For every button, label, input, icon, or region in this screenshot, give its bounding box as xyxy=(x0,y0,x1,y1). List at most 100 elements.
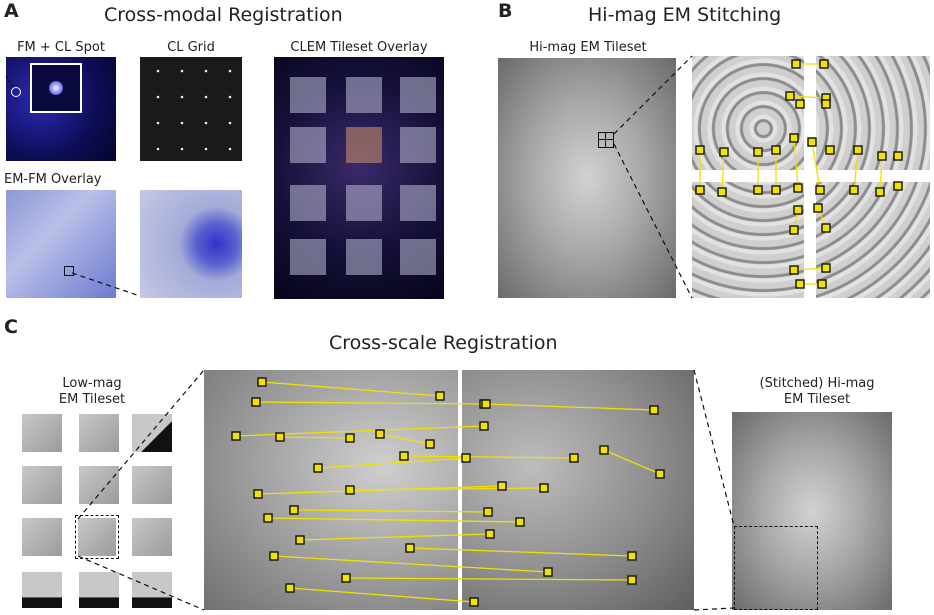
keypoint-marker xyxy=(719,147,729,157)
low-mag-tile xyxy=(132,414,172,452)
keypoint-marker xyxy=(825,145,835,155)
clem-tile xyxy=(346,239,382,275)
cl-grid-label: CL Grid xyxy=(167,40,215,55)
em-fm-overlay-label: EM-FM Overlay xyxy=(4,172,102,187)
low-mag-tile xyxy=(132,466,172,504)
panel-a-title: Cross-modal Registration xyxy=(104,4,343,26)
clem-tile xyxy=(346,185,382,221)
keypoint-marker xyxy=(345,485,355,495)
keypoint-marker xyxy=(485,529,495,539)
clem-tile xyxy=(346,77,382,113)
match-line xyxy=(267,517,521,523)
keypoint-marker xyxy=(813,203,823,213)
keypoint-marker xyxy=(821,263,831,273)
match-lines xyxy=(235,63,883,603)
clem-tile xyxy=(346,127,382,163)
low-mag-label-1: Low-mag xyxy=(62,376,122,391)
low-mag-tile-selected xyxy=(75,515,119,559)
keypoint-marker xyxy=(877,151,887,161)
keypoint-marker xyxy=(655,469,665,479)
keypoint-marker xyxy=(285,583,295,593)
match-line xyxy=(293,509,489,513)
keypoint-marker xyxy=(405,543,415,553)
panel-b-letter: B xyxy=(498,0,513,22)
keypoint-marker xyxy=(793,205,803,215)
keypoint-marker xyxy=(785,91,795,101)
keypoint-marker xyxy=(435,391,445,401)
hi-mag-detail-image xyxy=(692,56,930,298)
fm-cl-spot-label: FM + CL Spot xyxy=(17,40,105,55)
low-mag-label-2: EM Tileset xyxy=(58,392,126,407)
low-mag-tileset xyxy=(22,414,172,610)
panel-c-letter: C xyxy=(4,316,18,338)
keypoint-marker xyxy=(569,453,579,463)
low-mag-tile xyxy=(79,572,119,608)
keypoint-marker xyxy=(289,505,299,515)
stitched-label-1: (Stitched) Hi-mag xyxy=(759,376,875,391)
match-line xyxy=(811,141,821,191)
clem-tile xyxy=(400,77,436,113)
stitched-hi-mag-image xyxy=(732,412,892,610)
keypoint-marker xyxy=(461,453,471,463)
zoom-inset xyxy=(30,63,82,113)
match-line xyxy=(879,155,883,193)
keypoint-marker xyxy=(481,399,491,409)
keypoint-marker xyxy=(695,145,705,155)
keypoint-marker xyxy=(649,405,659,415)
keypoint-marker xyxy=(497,481,507,491)
keypoint-marker xyxy=(695,185,705,195)
match-line xyxy=(345,577,633,581)
panel-c-title: Cross-scale Registration xyxy=(329,332,558,354)
match-line xyxy=(273,555,549,573)
match-line xyxy=(255,401,485,405)
clem-tile xyxy=(400,239,436,275)
tile-grid-marker xyxy=(598,132,614,148)
keypoint-marker xyxy=(599,445,609,455)
keypoint-marker xyxy=(793,183,803,193)
keypoint-marker xyxy=(789,225,799,235)
match-line xyxy=(485,403,655,411)
em-fm-zoom-image xyxy=(140,190,242,298)
keypoint-marker xyxy=(753,147,763,157)
match-line xyxy=(789,95,827,99)
em-fm-overlay-image xyxy=(6,190,116,298)
keypoint-marker xyxy=(853,145,863,155)
keypoint-markers xyxy=(231,59,903,607)
low-mag-tile xyxy=(132,518,172,556)
keypoint-marker xyxy=(295,535,305,545)
keypoint-marker xyxy=(231,431,241,441)
keypoint-marker xyxy=(795,99,805,109)
keypoint-marker xyxy=(345,433,355,443)
keypoint-marker xyxy=(251,397,261,407)
panel-a-letter: A xyxy=(4,0,19,22)
hi-mag-tileset-image xyxy=(498,58,676,298)
keypoint-marker xyxy=(789,133,799,143)
match-line xyxy=(403,455,575,459)
keypoint-marker xyxy=(627,575,637,585)
keypoint-marker xyxy=(821,223,831,233)
clem-overlay-label: CLEM Tileset Overlay xyxy=(290,40,428,55)
stitched-zoom-box xyxy=(734,526,818,610)
keypoint-marker xyxy=(819,59,829,69)
keypoint-marker xyxy=(627,551,637,561)
match-line xyxy=(317,457,467,469)
keypoint-marker xyxy=(263,513,273,523)
match-line xyxy=(261,381,441,397)
keypoint-marker xyxy=(753,185,763,195)
keypoint-marker xyxy=(479,421,489,431)
low-mag-tile xyxy=(22,518,62,556)
keypoint-marker xyxy=(257,377,267,387)
keypoint-marker xyxy=(817,279,827,289)
keypoint-marker xyxy=(313,463,323,473)
keypoint-marker xyxy=(539,483,549,493)
zoom-source-marker xyxy=(11,87,21,97)
match-line xyxy=(349,487,545,491)
match-line xyxy=(409,547,633,557)
cross-scale-left-image xyxy=(204,370,458,610)
keypoint-marker xyxy=(425,439,435,449)
cl-grid-dots xyxy=(156,69,232,151)
match-line xyxy=(379,433,431,445)
clem-tile xyxy=(290,185,326,221)
match-line xyxy=(299,533,491,541)
